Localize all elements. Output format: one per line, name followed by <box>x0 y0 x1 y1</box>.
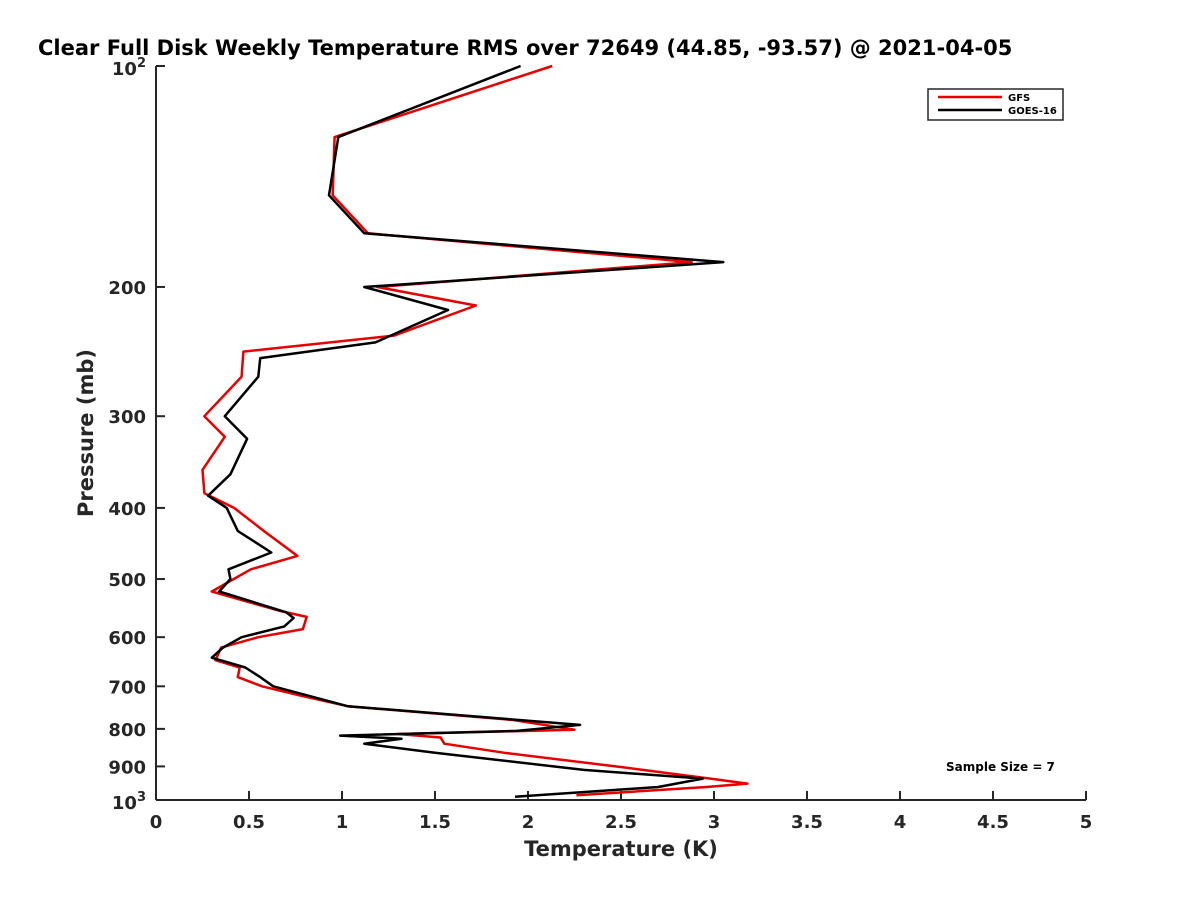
x-tick-label: 5 <box>1080 812 1093 833</box>
y-tick-label: 800 <box>108 720 146 741</box>
legend: GFS GOES-16 <box>927 88 1064 121</box>
legend-label-gfs: GFS <box>1008 93 1030 104</box>
x-tick-label: 4 <box>894 812 907 833</box>
x-tick-label: 2.5 <box>605 812 637 833</box>
x-tick-label: 3.5 <box>791 812 823 833</box>
y-tick-label: 200 <box>108 278 146 299</box>
y-tick-exponent: 2 <box>137 56 146 71</box>
y-tick-base: 10 <box>112 59 137 80</box>
series-line-goes16 <box>206 64 725 799</box>
sample-size-annotation: Sample Size = 7 <box>946 760 1055 774</box>
x-tick-label: 2 <box>522 812 535 833</box>
y-tick-label: 103 <box>112 790 146 814</box>
y-tick-label: 700 <box>108 677 146 698</box>
axes <box>155 66 1086 801</box>
y-tick-exponent: 3 <box>137 790 146 805</box>
series-line-gfs <box>201 64 749 797</box>
legend-label-goes16: GOES-16 <box>1008 106 1057 117</box>
y-tick-label: 900 <box>108 757 146 778</box>
x-tick-label: 1.5 <box>419 812 451 833</box>
x-axis-label: Temperature (K) <box>524 837 718 861</box>
x-ticks: 0 0.5 1 1.5 2 2.5 3 3.5 4 4.5 5 <box>150 791 1093 833</box>
x-tick-label: 3 <box>708 812 721 833</box>
y-tick-label: 300 <box>108 407 146 428</box>
x-tick-label: 4.5 <box>977 812 1009 833</box>
series-lines <box>201 64 749 799</box>
x-tick-label: 0.5 <box>233 812 265 833</box>
y-tick-label: 400 <box>108 499 146 520</box>
y-tick-label: 600 <box>108 628 146 649</box>
chart-title: Clear Full Disk Weekly Temperature RMS o… <box>38 36 1012 60</box>
y-tick-base: 10 <box>112 793 137 814</box>
y-tick-label: 102 <box>112 56 146 80</box>
legend-box <box>927 88 1064 121</box>
x-tick-label: 0 <box>150 812 163 833</box>
y-axis-label: Pressure (mb) <box>74 349 98 517</box>
y-tick-label: 500 <box>108 570 146 591</box>
x-tick-label: 1 <box>336 812 349 833</box>
